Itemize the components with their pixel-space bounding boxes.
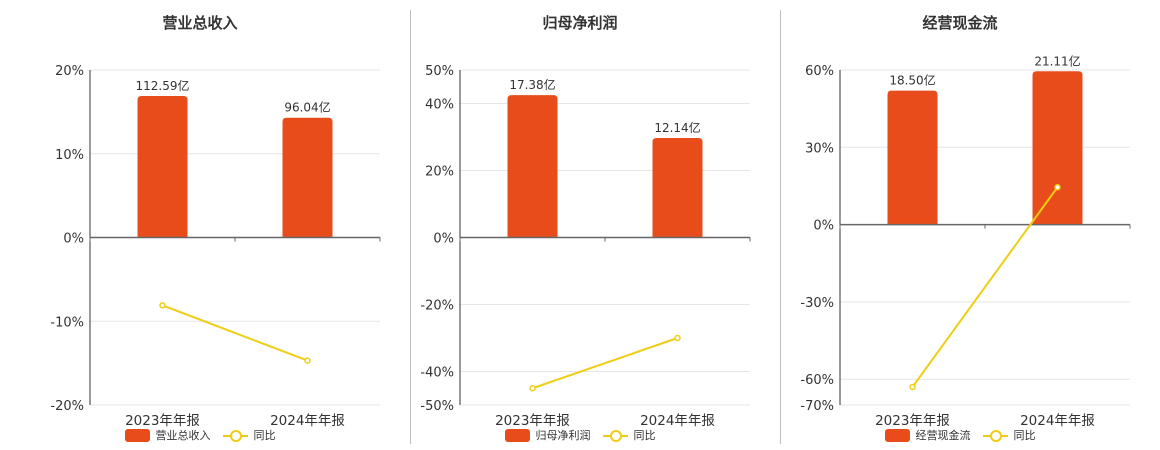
net-profit-chart-panel: 归母净利润 -50% -40% -20% 0% 20% 40% 50% 17.38亿 12.14… [370,0,770,450]
bar-data-label: 18.50亿 [889,73,935,88]
yoy-point [674,334,681,342]
x-category-label: 2024年年报 [1020,413,1095,429]
y-tick-label: -70% [800,399,834,414]
bar [507,95,558,238]
yoy-point [529,385,536,392]
panel-divider [410,10,411,444]
bar-data-label: 17.38亿 [509,77,555,92]
bar [137,95,188,238]
legend-bar-swatch [504,428,530,442]
chart-title: 经营现金流 [922,14,998,32]
bar-data-label: 112.59亿 [136,78,190,93]
bar [887,90,938,225]
panel-divider [780,10,781,444]
revenue-chart: -20% -10% 0% 10% 20% 112.59亿 96.04亿 2023年年报 2024… [50,64,381,429]
bar [652,138,703,238]
legend-bar-swatch [884,428,910,442]
legend-line-label: 同比 [253,429,276,442]
y-tick-label: 0% [813,219,834,234]
y-tick-label: 20% [425,165,454,180]
y-tick-label: 20% [55,64,84,79]
legend-line-label: 同比 [633,429,656,442]
chart-title: 营业总收入 [162,14,238,32]
y-tick-label: -30% [800,296,834,311]
bar-data-label: 12.14亿 [654,120,700,135]
y-tick-label: 30% [805,141,834,156]
chart-legend: 营业总收入 同比 [0,427,400,443]
x-category-label: 2023年年报 [495,413,570,429]
yoy-line [911,186,1059,388]
y-tick-label: -50% [420,399,454,414]
y-tick-label: 10% [55,148,84,163]
y-tick-label: 40% [425,98,454,113]
revenue-chart-panel: 营业总收入 -20% -10% 0% 10% 20% 112.59亿 96.04亿 2023年… [0,0,400,450]
cash-flow-chart-panel: 经营现金流 -70% -60% -30% 0% 30% 60% 18.50亿 21.11亿 20… [740,0,1140,450]
bar-data-label: 96.04亿 [284,100,330,115]
x-category-label: 2023年年报 [875,413,950,429]
chart-legend: 经营现金流 同比 [780,427,1140,443]
legend-line-label: 同比 [1013,429,1036,442]
y-tick-label: -60% [800,373,834,388]
legend-line-swatch [222,429,248,442]
bar [282,117,333,238]
yoy-point [159,302,166,309]
y-tick-label: -20% [50,399,84,414]
yoy-point [304,357,311,364]
cash-flow-chart: -70% -60% -30% 0% 30% 60% 18.50亿 21.11亿 2023年年报 2… [800,53,1131,429]
yoy-point [1054,184,1061,191]
yoy-line [532,337,678,390]
legend-bar-label: 营业总收入 [155,429,211,442]
legend-bar-swatch [124,428,150,442]
chart-title: 归母净利润 [542,14,618,32]
y-tick-label: 50% [425,64,454,79]
x-category-label: 2024年年报 [270,413,345,429]
y-tick-label: -20% [420,299,454,314]
bar [1032,71,1083,225]
legend-line-swatch [982,429,1008,442]
yoy-line [162,304,308,362]
x-category-label: 2024年年报 [640,413,715,429]
legend-bar-label: 经营现金流 [915,429,971,442]
y-tick-label: 0% [63,232,84,247]
net-profit-chart: -50% -40% -20% 0% 20% 40% 50% 17.38亿 12.14亿 2023年… [420,64,751,429]
x-category-label: 2023年年报 [125,413,200,429]
y-tick-label: 60% [805,64,834,79]
yoy-point [909,383,916,391]
legend-bar-label: 归母净利润 [535,429,591,442]
y-tick-label: 0% [433,232,454,247]
y-tick-label: -40% [420,366,454,381]
legend-line-swatch [602,429,628,442]
y-tick-label: -10% [50,315,84,330]
chart-legend: 归母净利润 同比 [410,427,750,443]
bar-data-label: 21.11亿 [1034,53,1080,68]
